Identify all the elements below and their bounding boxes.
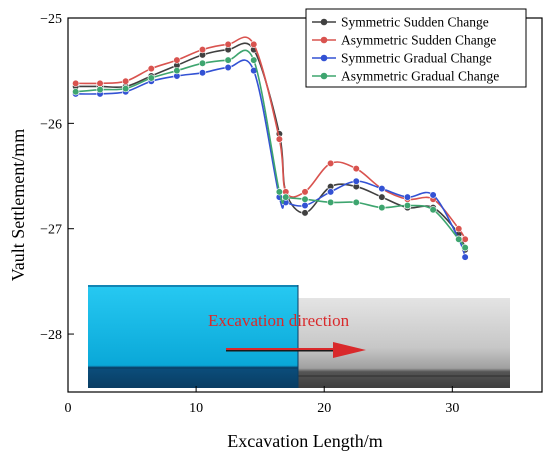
x-axis-title: Excavation Length/m <box>227 431 382 451</box>
legend-label-1: Symmetric Sudden Change <box>341 15 489 30</box>
data-point-series-4 <box>147 74 155 82</box>
data-point-series-2 <box>352 165 360 173</box>
data-point-series-2 <box>327 159 335 167</box>
data-point-series-4 <box>96 86 104 94</box>
data-point-series-4 <box>301 195 309 203</box>
data-point-series-3 <box>224 63 232 72</box>
data-point-series-2 <box>173 56 181 64</box>
data-point-series-4 <box>327 198 335 206</box>
data-point-series-2 <box>455 225 463 233</box>
excavated-section <box>88 285 298 388</box>
x-tick-label: 30 <box>445 401 459 416</box>
legend-marker-1 <box>320 18 328 26</box>
data-point-series-3 <box>352 177 360 185</box>
legend-label-3: Symmetric Gradual Change <box>341 51 492 66</box>
data-point-series-4 <box>455 235 463 243</box>
y-tick-label: −28 <box>40 328 62 343</box>
data-point-series-3 <box>301 201 309 210</box>
data-point-series-4 <box>72 88 80 96</box>
data-point-series-4 <box>224 56 232 64</box>
data-point-series-2 <box>122 77 130 85</box>
data-point-series-4 <box>429 206 437 214</box>
x-tick-label: 0 <box>65 401 72 416</box>
data-point-series-1 <box>301 209 309 217</box>
direction-arrow-head <box>333 342 366 358</box>
y-tick-label: −25 <box>40 12 62 27</box>
data-point-series-4 <box>403 201 412 210</box>
legend: Symmetric Sudden Change Asymmetric Sudden… <box>305 8 527 88</box>
data-point-series-4 <box>461 244 469 252</box>
data-point-series-4 <box>173 67 181 75</box>
data-point-series-3 <box>429 191 437 199</box>
y-axis-title: Vault Settlement/mm <box>8 129 28 281</box>
axis-ticks: 0 10 20 30 −25 −26 −27 −28 <box>40 12 459 416</box>
series-layer <box>72 36 469 261</box>
data-point-series-3 <box>461 253 469 261</box>
data-point-series-2 <box>275 135 283 143</box>
annotation-excavation-direction: Excavation direction <box>208 311 350 330</box>
data-point-series-2 <box>250 40 258 48</box>
y-tick-label: −27 <box>40 223 62 238</box>
data-point-series-4 <box>198 59 207 67</box>
data-point-series-2 <box>461 235 469 243</box>
y-tick-label: −26 <box>40 117 62 132</box>
legend-marker-3 <box>320 54 328 62</box>
data-point-series-2 <box>198 46 207 54</box>
data-point-series-2 <box>72 79 80 87</box>
data-point-series-4 <box>122 84 130 93</box>
data-point-series-3 <box>378 185 386 193</box>
legend-marker-2 <box>320 36 328 44</box>
x-tick-label: 20 <box>317 401 331 416</box>
series-line-3 <box>75 59 466 258</box>
data-point-series-1 <box>378 193 386 201</box>
data-point-series-4 <box>275 188 283 196</box>
data-point-series-2 <box>301 188 309 196</box>
data-point-series-3 <box>198 69 207 77</box>
data-point-series-4 <box>352 198 360 206</box>
data-point-series-3 <box>403 193 412 201</box>
data-point-series-2 <box>96 79 104 87</box>
data-point-series-3 <box>327 188 335 196</box>
plot-frame <box>67 17 543 393</box>
data-point-series-2 <box>147 64 155 73</box>
data-point-series-4 <box>250 56 258 64</box>
x-tick-label: 10 <box>189 401 203 416</box>
legend-marker-4 <box>320 72 328 80</box>
tunnel-illustration: Excavation direction <box>88 285 510 388</box>
data-point-series-2 <box>224 40 232 48</box>
legend-label-2: Asymmetric Sudden Change <box>341 33 496 48</box>
legend-box <box>305 8 527 88</box>
legend-label-4: Asymmetric Gradual Change <box>341 69 499 84</box>
data-point-series-4 <box>282 193 290 201</box>
data-point-series-4 <box>378 204 386 212</box>
